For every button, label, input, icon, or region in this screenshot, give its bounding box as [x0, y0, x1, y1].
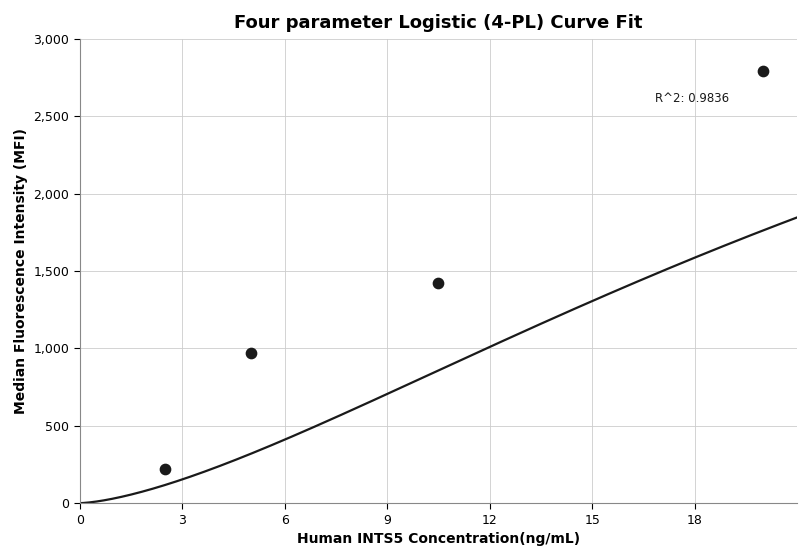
- Title: Four parameter Logistic (4-PL) Curve Fit: Four parameter Logistic (4-PL) Curve Fit: [234, 14, 642, 32]
- Y-axis label: Median Fluorescence Intensity (MFI): Median Fluorescence Intensity (MFI): [14, 128, 28, 414]
- X-axis label: Human INTS5 Concentration(ng/mL): Human INTS5 Concentration(ng/mL): [297, 532, 580, 546]
- Point: [159, 465, 172, 474]
- Point: [244, 348, 257, 357]
- Text: R^2: 0.9836: R^2: 0.9836: [654, 92, 729, 105]
- Point: [757, 67, 770, 76]
- Point: [432, 279, 445, 288]
